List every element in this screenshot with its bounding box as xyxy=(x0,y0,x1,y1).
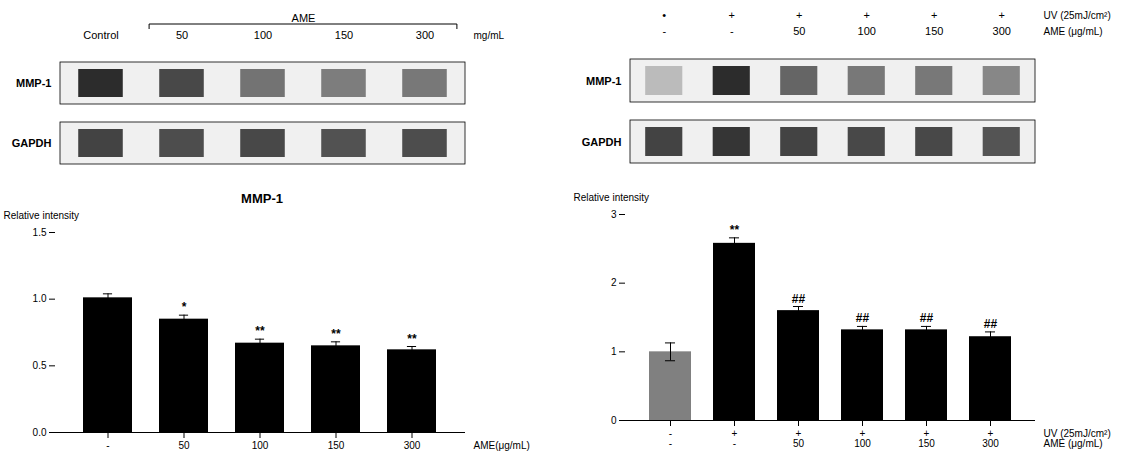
svg-text:+: + xyxy=(864,9,870,21)
svg-text:**: ** xyxy=(407,332,417,346)
svg-text:2: 2 xyxy=(611,277,617,288)
svg-text:+50: +50 xyxy=(793,428,805,449)
html-text:MMP-1: MMP-1 xyxy=(241,191,283,206)
svg-text:**: ** xyxy=(730,223,740,237)
svg-text:-: - xyxy=(730,25,734,37)
svg-text:GAPDH: GAPDH xyxy=(12,137,52,149)
svg-text:-: - xyxy=(106,440,109,451)
svg-text:1.0: 1.0 xyxy=(33,293,47,304)
svg-text:GAPDH: GAPDH xyxy=(582,136,622,148)
svg-text:300: 300 xyxy=(416,29,434,41)
svg-text:AME (μg/mL): AME (μg/mL) xyxy=(1044,26,1103,37)
svg-text:+: + xyxy=(796,9,802,21)
svg-text:3: 3 xyxy=(611,209,617,220)
svg-text:-: - xyxy=(662,25,666,37)
svg-text:AME: AME xyxy=(292,12,316,24)
svg-text:MMP-1: MMP-1 xyxy=(16,77,51,89)
svg-text:+-: +- xyxy=(732,428,738,449)
svg-text:**: ** xyxy=(255,324,265,338)
svg-text:50: 50 xyxy=(793,25,805,37)
svg-text:Relative intensity: Relative intensity xyxy=(574,192,650,203)
svg-text:+: + xyxy=(999,9,1005,21)
svg-text:50: 50 xyxy=(176,29,188,41)
svg-text:+: + xyxy=(931,9,937,21)
svg-text:##: ## xyxy=(792,292,806,306)
svg-text:100: 100 xyxy=(254,29,272,41)
svg-text:50: 50 xyxy=(178,440,190,451)
svg-text:AME(μg/mL): AME(μg/mL) xyxy=(474,440,530,451)
svg-text:UV (25mJ/cm²): UV (25mJ/cm²) xyxy=(1044,10,1111,21)
svg-text:##: ## xyxy=(984,317,998,331)
svg-text:100: 100 xyxy=(858,25,876,37)
svg-text:mg/mL: mg/mL xyxy=(474,30,505,41)
svg-text:300: 300 xyxy=(993,25,1011,37)
svg-text:Control: Control xyxy=(83,29,118,41)
svg-text:UV (25mJ/cm²)AME (μg/mL): UV (25mJ/cm²)AME (μg/mL) xyxy=(1044,428,1111,449)
svg-text:0.5: 0.5 xyxy=(33,360,47,371)
svg-text:+300: +300 xyxy=(982,428,999,449)
svg-text:0.0: 0.0 xyxy=(33,427,47,438)
svg-text:300: 300 xyxy=(404,440,421,451)
svg-text:--: -- xyxy=(669,428,672,449)
svg-text:100: 100 xyxy=(252,440,269,451)
svg-text:1: 1 xyxy=(611,346,617,357)
svg-text:MMP-1: MMP-1 xyxy=(586,75,621,87)
svg-text:##: ## xyxy=(856,311,870,325)
svg-text:150: 150 xyxy=(335,29,353,41)
svg-text:150: 150 xyxy=(925,25,943,37)
svg-text:*: * xyxy=(182,300,187,314)
svg-text:**: ** xyxy=(331,327,341,341)
svg-text:+150: +150 xyxy=(918,428,935,449)
svg-text:1.5: 1.5 xyxy=(33,227,47,238)
svg-text:##: ## xyxy=(920,311,934,325)
svg-text:150: 150 xyxy=(328,440,345,451)
svg-text:•: • xyxy=(662,9,666,21)
svg-text:0: 0 xyxy=(611,415,617,426)
svg-text:+: + xyxy=(729,9,735,21)
svg-text:+100: +100 xyxy=(854,428,871,449)
svg-text:Relative intensity: Relative intensity xyxy=(4,210,80,221)
